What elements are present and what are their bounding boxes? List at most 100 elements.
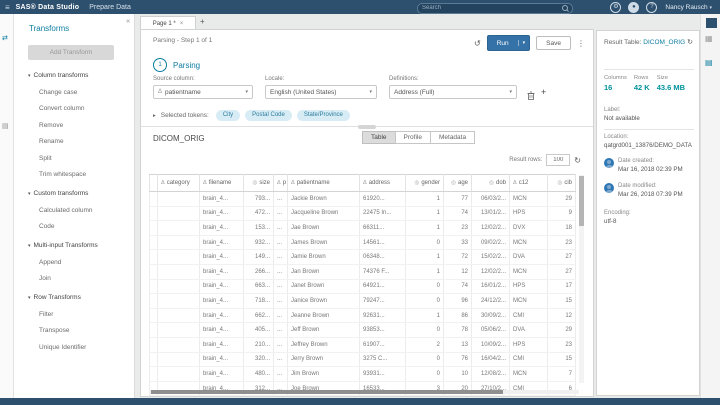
collapse-sidebar-icon[interactable]: « (126, 18, 130, 25)
column-header-cib[interactable]: ◎ cib (547, 174, 576, 192)
vertical-scrollbar[interactable] (579, 175, 584, 383)
row-selector-cell[interactable] (149, 279, 158, 295)
result-rows-input[interactable] (546, 154, 571, 166)
table-row[interactable]: brain_4... 480...... Jim Brown 93931... 0 10 1… (149, 366, 576, 382)
transform-item[interactable]: Join (39, 275, 51, 282)
transform-item[interactable]: Append (39, 258, 62, 266)
more-options-icon[interactable]: ⋮ (577, 38, 585, 48)
source-column-select[interactable]: Δ patientname ▾ (153, 85, 253, 99)
row-selector-cell[interactable] (149, 206, 158, 222)
table-panel-icon[interactable]: ▤ (705, 58, 713, 67)
transform-item[interactable]: Filter (39, 310, 54, 318)
save-button[interactable]: Save (536, 36, 571, 50)
table-row[interactable]: brain_4... 718...... Janice Brown 79247... 0… (149, 293, 576, 309)
user-menu[interactable]: Nancy Rausch ▾ (665, 4, 712, 11)
row-selector-cell[interactable] (149, 293, 158, 309)
cell-c12: DVA (509, 322, 548, 338)
help-icon[interactable]: ? (646, 1, 658, 13)
table-row[interactable]: brain_4... 663...... Janet Brown 64921... 0 7… (149, 279, 576, 295)
token-chip[interactable]: State/Province (296, 110, 350, 121)
token-chip[interactable]: City (215, 110, 241, 121)
table-row[interactable]: brain_4... 793...... Jackie Brown 61920... 1… (149, 191, 576, 207)
row-selector-cell[interactable] (149, 220, 158, 236)
definitions-select[interactable]: Address (Full) ▾ (389, 85, 517, 99)
delete-definition-icon[interactable] (527, 87, 535, 105)
transform-item[interactable]: Calculated column (39, 206, 93, 214)
vertical-scrollbar-thumb[interactable] (579, 176, 584, 226)
transform-section[interactable]: ▾ Custom transforms (28, 190, 89, 197)
notifications-icon[interactable]: ● (628, 1, 640, 13)
table-row[interactable]: brain_4... 149...... Jamie Brown 06348... 1 7… (149, 249, 576, 265)
refresh-table-icon[interactable]: ↻ (574, 155, 581, 165)
undo-icon[interactable]: ↺ (474, 38, 481, 48)
run-dropdown-icon[interactable]: ▾ (517, 40, 530, 46)
add-tab-button[interactable]: + (200, 17, 205, 26)
panel-splitter[interactable] (141, 125, 593, 129)
app-menu-icon[interactable]: ≡ (5, 2, 10, 12)
row-selector-cell[interactable] (149, 322, 158, 338)
horizontal-scrollbar-thumb[interactable] (151, 390, 503, 394)
transform-item[interactable]: Convert column (39, 105, 85, 112)
row-selector-cell[interactable] (149, 308, 158, 324)
transforms-rail-icon[interactable]: ⇄ (2, 35, 8, 42)
transform-item[interactable]: Unique Identifier (39, 343, 87, 351)
cell-dob: 12/02/2... (471, 264, 510, 280)
table-row[interactable]: brain_4... 153...... Jae Brown 66311... 1 23 1… (149, 220, 576, 236)
tab-close-icon[interactable]: × (179, 20, 184, 27)
view-button-table[interactable]: Table (362, 131, 396, 144)
run-button[interactable]: Run ▾ (486, 35, 531, 51)
transform-item[interactable]: Remove (39, 121, 64, 129)
transform-item[interactable]: Change case (39, 88, 78, 96)
add-transform-button[interactable]: Add Transform (28, 45, 114, 60)
locale-select[interactable]: English (United States) ▾ (265, 85, 377, 99)
table-row[interactable]: brain_4... 266...... Jan Brown 74376 F... 1 1… (149, 264, 576, 280)
table-row[interactable]: brain_4... 320...... Jerry Brown 3275 C... 0… (149, 352, 576, 368)
horizontal-scrollbar[interactable] (149, 390, 579, 394)
table-row[interactable]: brain_4... 662...... Jeanne Brown 92631... 1… (149, 308, 576, 324)
row-selector-cell[interactable] (149, 235, 158, 251)
transform-item[interactable]: Transpose (39, 327, 70, 334)
profile-panel-icon[interactable]: ▦ (705, 34, 713, 43)
table-row[interactable]: brain_4... 472...... Jacqueline Brown 22475… (149, 206, 576, 222)
row-selector-cell[interactable] (149, 191, 158, 207)
directives-rail-icon[interactable]: ▤ (2, 123, 9, 130)
transform-section[interactable]: ▾ Column transforms (28, 72, 89, 79)
transform-section[interactable]: ▾ Row Transforms (28, 294, 81, 301)
result-table-name[interactable]: DICOM_ORIG (643, 39, 686, 46)
settings-icon[interactable]: ⚙ (610, 1, 622, 13)
table-row[interactable]: brain_4... 405...... Jeff Brown 93853... 0 78… (149, 322, 576, 338)
transform-item[interactable]: Rename (39, 138, 64, 145)
column-header-size[interactable]: ◎ size (243, 174, 274, 192)
table-row[interactable]: brain_4... 210...... Jeffrey Brown 61907...… (149, 337, 576, 353)
column-header-gender[interactable]: ◎ gender (405, 174, 444, 192)
row-selector-cell[interactable] (149, 352, 158, 368)
row-selector-cell[interactable] (149, 366, 158, 382)
transform-section[interactable]: ▾ Multi-input Transforms (28, 242, 98, 249)
transform-item[interactable]: Trim whitespace (39, 171, 87, 178)
row-selector-cell[interactable] (149, 264, 158, 280)
panel-toggle-button[interactable] (706, 18, 717, 28)
expand-tokens-icon[interactable]: ▸ (153, 112, 156, 119)
refresh-panel-icon[interactable]: ↻ (687, 39, 693, 46)
row-selector-cell[interactable] (149, 337, 158, 353)
add-definition-icon[interactable]: + (541, 87, 547, 97)
view-button-profile[interactable]: Profile (394, 131, 431, 144)
transform-item[interactable]: Split (39, 154, 52, 162)
search-input[interactable] (422, 5, 562, 11)
row-selector-cell[interactable] (149, 249, 158, 265)
column-header-age[interactable]: ◎ age (443, 174, 472, 192)
table-row[interactable]: brain_4... 932...... James Brown 14561... 0 3… (149, 235, 576, 251)
row-selector-header[interactable] (149, 174, 158, 192)
transform-item[interactable]: Code (39, 223, 55, 230)
search-box[interactable] (417, 2, 573, 14)
token-chip[interactable]: Postal Code (245, 110, 292, 121)
column-header-dob[interactable]: ◎ dob (471, 174, 510, 192)
view-button-metadata[interactable]: Metadata (429, 131, 476, 144)
tab-page-1[interactable]: Page 1 * × (140, 16, 196, 30)
